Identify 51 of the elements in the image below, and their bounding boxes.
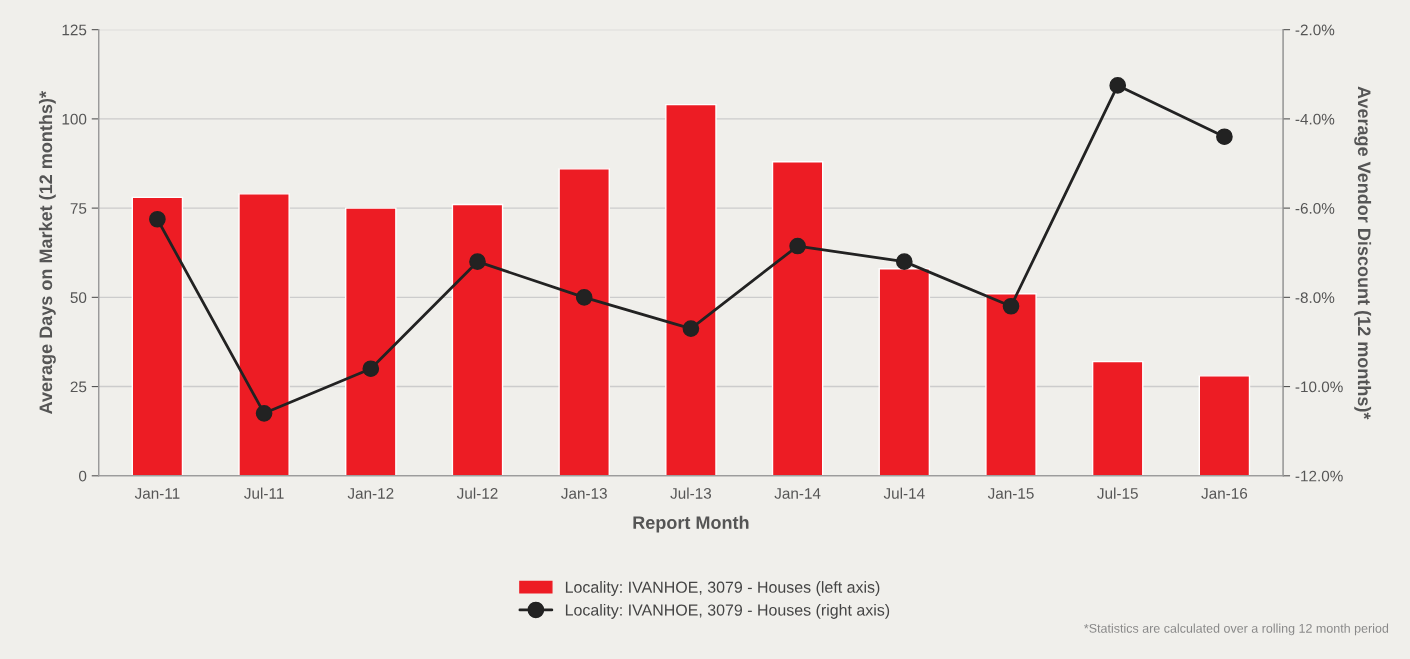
y2-tick-label: -6.0% <box>1295 202 1335 214</box>
bar <box>985 293 1037 476</box>
x-tick-label: Jan-16 <box>1201 488 1248 499</box>
x-tick-label: Jul-11 <box>244 487 284 499</box>
bar <box>665 103 717 476</box>
bar <box>238 193 290 476</box>
point <box>895 253 913 270</box>
x-tick-label: Jul-14 <box>883 487 925 499</box>
point <box>149 210 166 228</box>
x-axis-title: Report Month <box>633 515 749 533</box>
bar <box>878 268 931 476</box>
y2-axis-title: Average Vendor Discount (12 months)* <box>1354 86 1372 420</box>
y-tick-label: 75 <box>70 203 87 214</box>
x-tick-label: Jan-13 <box>561 488 607 499</box>
y2-tick-label: -12.0% <box>1295 470 1343 482</box>
point <box>1002 297 1020 315</box>
text: *Statistics are calculated over a rolling 12 month period <box>1084 623 1389 636</box>
bar <box>1091 360 1144 476</box>
bar <box>771 161 824 476</box>
bar <box>451 203 504 476</box>
point <box>469 253 486 270</box>
x-tick-label: Jul-12 <box>456 487 498 499</box>
x-tick-label: Jan-11 <box>134 488 180 499</box>
y-tick-label: 0 <box>79 470 87 482</box>
bar <box>558 168 610 476</box>
y2-tick-label: -10.0% <box>1295 381 1343 393</box>
y-tick-label: 125 <box>62 24 87 36</box>
x-tick-label: Jul-15 <box>1097 487 1138 499</box>
y-tick-label: 25 <box>70 381 87 393</box>
y-axis-title: Average Days on Market (12 months)* <box>38 91 56 414</box>
x-tick-label: Jul-13 <box>670 487 712 499</box>
point <box>682 320 700 337</box>
bar <box>131 196 184 476</box>
point <box>1216 128 1233 146</box>
x-tick-label: Jan-14 <box>774 488 821 499</box>
point <box>362 360 380 378</box>
point <box>1109 77 1127 94</box>
legend-label: Locality: IVANHOE, 3079 - Houses (left axis) <box>565 581 880 596</box>
y2-tick-label: -2.0% <box>1295 24 1335 36</box>
point <box>575 289 593 306</box>
point <box>789 237 806 255</box>
point <box>255 405 273 422</box>
x-tick-label: Jan-15 <box>987 488 1034 499</box>
legend-label: Locality: IVANHOE, 3079 - Houses (right axis) <box>565 603 890 619</box>
x-tick-label: Jan-12 <box>347 488 394 499</box>
y2-tick-label: -4.0% <box>1295 113 1335 125</box>
bar <box>1198 375 1251 476</box>
bar <box>345 207 397 476</box>
y2-tick-label: -8.0% <box>1295 292 1335 304</box>
y-tick-label: 50 <box>70 292 87 304</box>
y-tick-label: 100 <box>62 113 87 125</box>
